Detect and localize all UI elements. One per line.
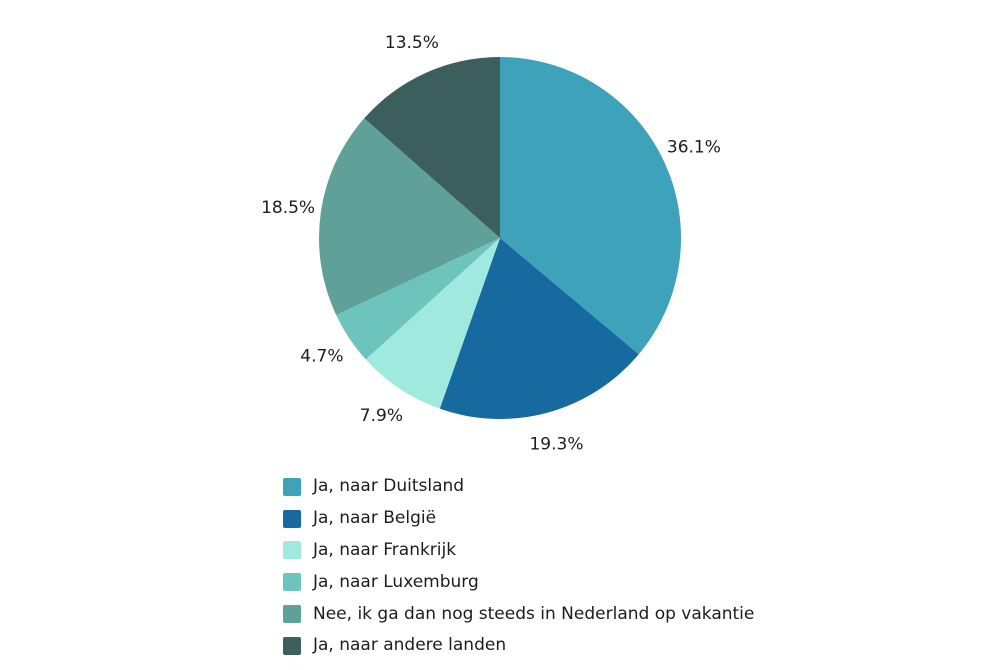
slice-percentage-label: 13.5% [385,33,439,53]
legend-swatch [283,605,301,624]
slice-percentage-label: 7.9% [360,406,403,426]
legend-label: Ja, naar Luxemburg [313,571,479,592]
slice-percentage-label: 4.7% [300,347,343,367]
legend-label: Ja, naar Duitsland [313,476,465,497]
legend-label: Ja, naar België [313,508,437,529]
legend-swatch [283,541,301,560]
legend-item-4: Nee, ik ga dan nog steeds in Nederland o… [283,598,754,630]
pie-slice-3 [336,238,500,360]
pie-slice-1 [439,238,639,420]
pie-slice-2 [365,238,500,409]
legend-label: Ja, naar andere landen [313,635,507,656]
pie-slice-4 [319,118,500,316]
legend-swatch [283,509,301,528]
legend-label: Nee, ik ga dan nog steeds in Nederland o… [313,603,755,624]
legend-item-0: Ja, naar Duitsland [283,471,754,503]
legend-swatch [283,477,301,496]
legend-label: Ja, naar Frankrijk [313,539,457,560]
legend-item-5: Ja, naar andere landen [283,630,754,662]
slice-percentage-label: 18.5% [261,198,315,218]
pie-slice-5 [364,57,500,238]
legend-swatch [283,573,301,592]
chart-legend: Ja, naar Duitsland Ja, naar België Ja, naa… [283,471,754,662]
pie-slice-0 [500,57,682,355]
slice-percentage-label: 19.3% [529,434,583,454]
legend-item-3: Ja, naar Luxemburg [283,566,754,598]
legend-swatch [283,636,301,655]
slice-percentage-label: 36.1% [667,138,721,158]
legend-item-2: Ja, naar Frankrijk [283,535,754,567]
legend-item-1: Ja, naar België [283,503,754,535]
